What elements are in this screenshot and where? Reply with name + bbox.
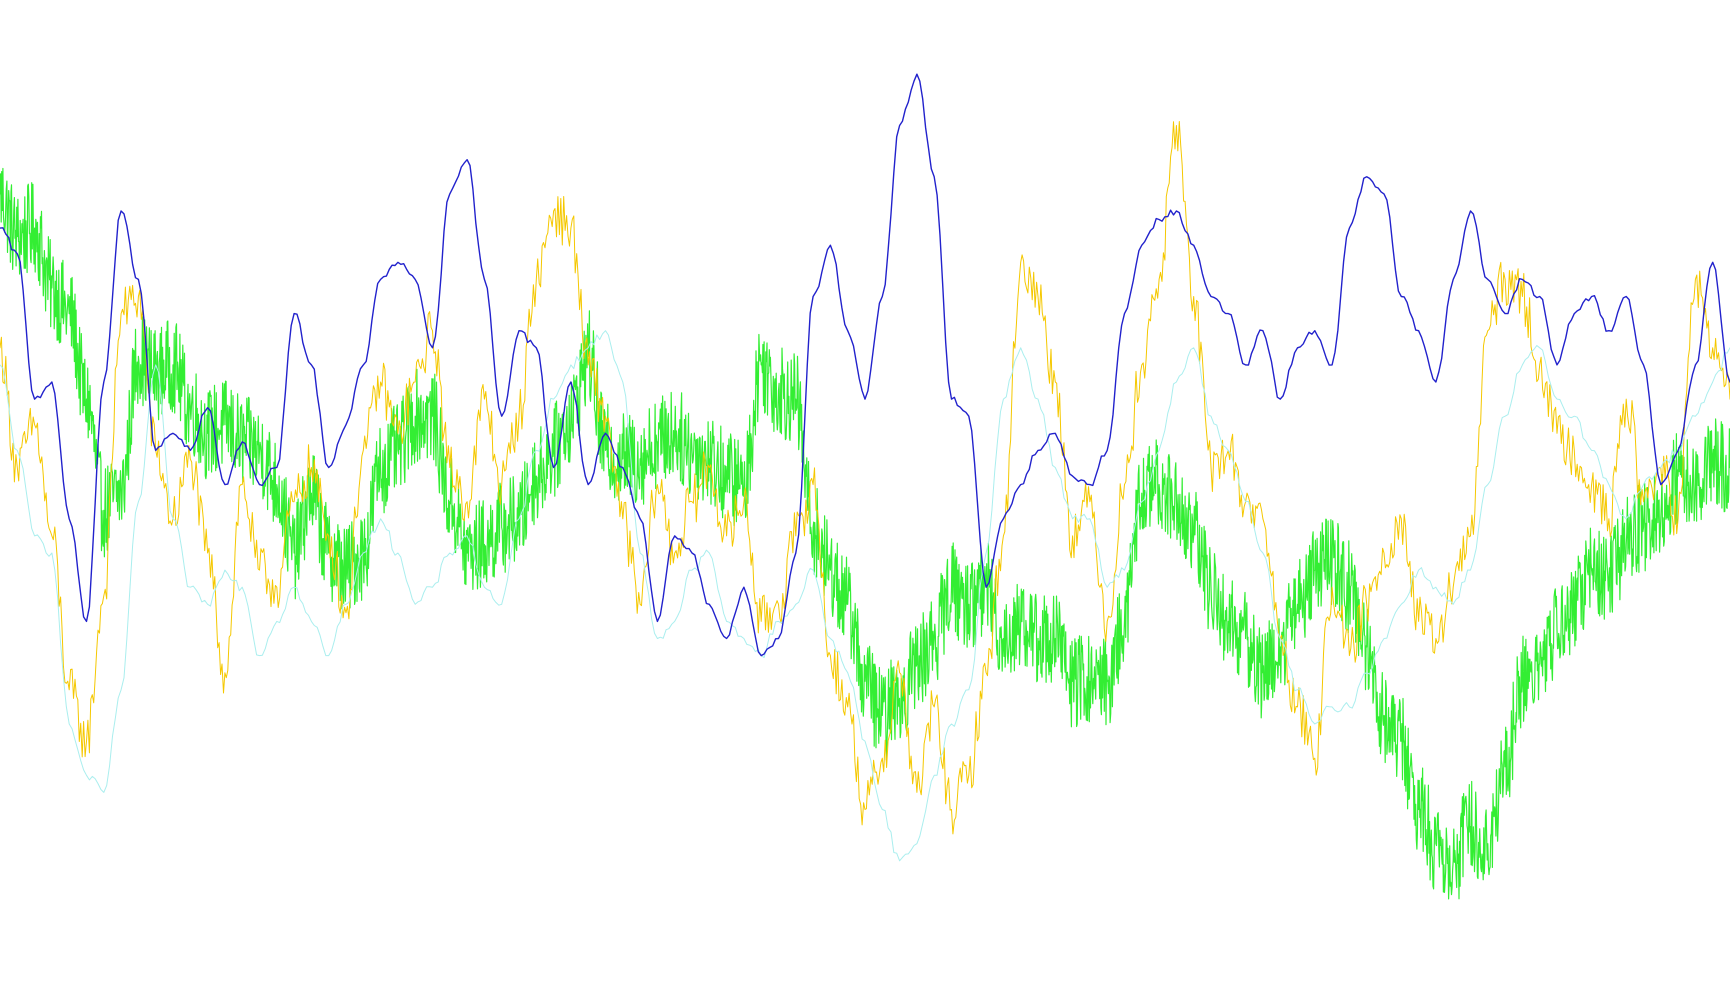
series-layer	[0, 73, 1730, 900]
series-line-1	[0, 167, 1730, 900]
series-line-3	[0, 330, 1730, 862]
series-line-2	[0, 121, 1730, 835]
series-line-4	[0, 73, 1730, 657]
